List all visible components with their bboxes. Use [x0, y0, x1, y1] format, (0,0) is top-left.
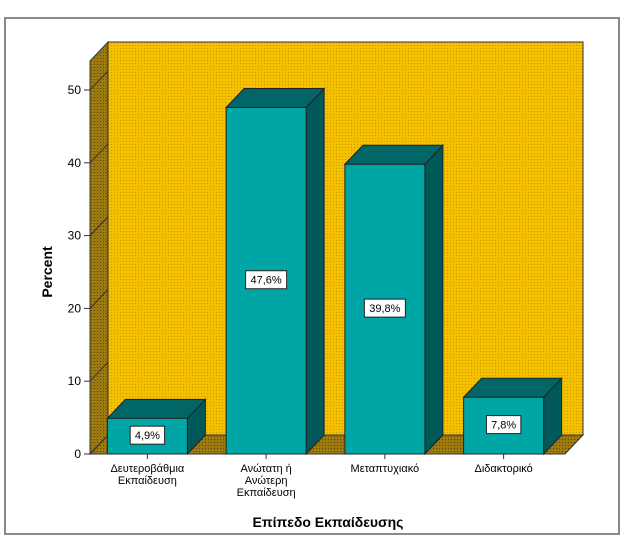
y-tick-depth: [89, 361, 109, 382]
x-tick-label: Ανώτατη ή Ανώτερη Εκπαίδευση: [237, 463, 296, 499]
y-tick-label: 0: [74, 447, 81, 461]
data-label-box: [485, 415, 522, 435]
x-tick-label: Δευτεροβάθμια Εκπαίδευση: [110, 463, 184, 487]
y-tick-depth: [89, 216, 109, 236]
data-label-box: [245, 270, 288, 290]
data-label: 47,6%: [245, 270, 288, 290]
data-label-text: 47,6%: [251, 275, 282, 287]
x-tick-label-line: Εκπαίδευση: [118, 475, 177, 487]
y-tick-label: 20: [68, 301, 82, 315]
data-label-box: [129, 425, 166, 445]
bar-top: [224, 87, 326, 108]
x-tick-label-line: Εκπαίδευση: [237, 487, 296, 499]
data-labels: 4,9% 47,6% 39,8% 7,8%: [129, 270, 522, 445]
bar-top: [106, 398, 207, 419]
y-tick-depth: [89, 70, 109, 91]
y-tick-depth: [89, 143, 109, 164]
bar-top: [343, 144, 445, 165]
data-label-text: 4,9%: [135, 430, 160, 442]
y-tick-label: 10: [68, 374, 82, 388]
x-axis-title: Επίπεδο Εκπαίδευσης: [253, 514, 404, 530]
data-label-box: [363, 298, 406, 318]
bar-side: [424, 144, 444, 456]
x-tick-label-line: Ανώτερη: [245, 475, 288, 487]
x-tick-label: Διδακτορικό: [474, 463, 532, 475]
data-label: 4,9%: [129, 425, 166, 445]
data-label-text: 7,8%: [491, 420, 516, 432]
y-tick-label: 50: [68, 83, 82, 97]
y-tick-depth: [89, 289, 109, 309]
y-axis: 0 10 20 30 40 50: [68, 61, 109, 461]
y-tick-label: 30: [68, 229, 82, 243]
data-label: 7,8%: [485, 415, 522, 435]
bar: [224, 87, 326, 456]
x-tick-label-line: Μεταπτυχιακό: [351, 463, 420, 475]
side-wall: [89, 40, 109, 456]
bar-top: [462, 377, 563, 398]
x-tick-label-line: Ανώτατη ή: [240, 463, 291, 475]
y-tick-label: 40: [68, 156, 82, 170]
x-tick-label-line: Διδακτορικό: [474, 463, 532, 475]
data-label: 39,8%: [363, 298, 406, 318]
data-label-text: 39,8%: [369, 303, 400, 315]
y-axis-title: Percent: [39, 246, 55, 298]
x-tick-label-line: Δευτεροβάθμια: [110, 463, 184, 475]
y-tick-depth: [89, 434, 109, 455]
bar-side: [305, 87, 325, 456]
x-tick-label: Μεταπτυχιακό: [351, 463, 420, 475]
